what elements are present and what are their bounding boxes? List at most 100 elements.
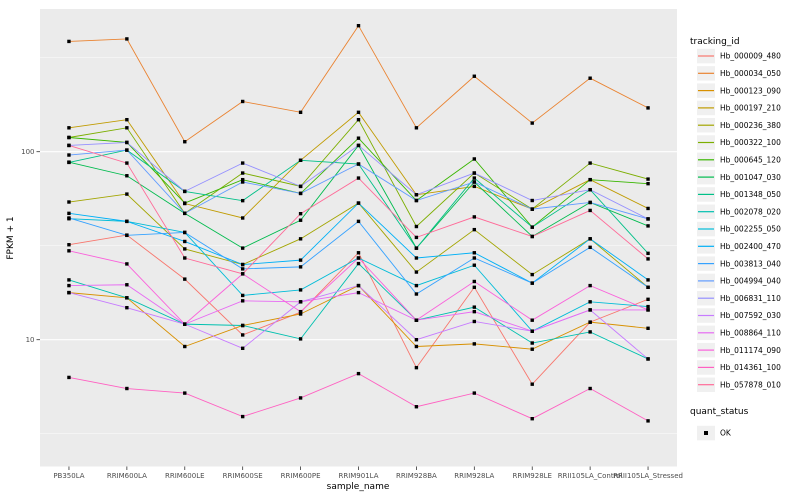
data-point-Hb_008864_110 xyxy=(588,308,592,312)
data-point-Hb_002400_470 xyxy=(67,211,71,216)
data-point-Hb_000009_480 xyxy=(646,297,650,302)
x-tick-label: RRIM928LA xyxy=(454,472,494,480)
data-point-Hb_000236_380 xyxy=(298,237,303,241)
data-point-Hb_003813_040 xyxy=(588,245,592,250)
legend-entry-Hb_002078_020: Hb_002078_020 xyxy=(697,204,781,219)
data-point-Hb_000197_210 xyxy=(356,110,361,115)
x-tick-label: RRIM928BA xyxy=(396,472,437,480)
data-point-Hb_000197_210 xyxy=(646,206,650,211)
data-point-Hb_003813_040 xyxy=(472,256,477,260)
data-point-Hb_000197_210 xyxy=(472,184,477,189)
legend-entry-label: Hb_000009_480 xyxy=(720,52,781,61)
data-point-Hb_000034_050 xyxy=(646,106,650,110)
data-point-Hb_000197_210 xyxy=(67,126,71,130)
legend-entry-Hb_004994_040: Hb_004994_040 xyxy=(697,273,781,289)
data-point-Hb_000009_480 xyxy=(472,285,477,289)
data-point-Hb_057878_010 xyxy=(240,272,245,276)
data-point-Hb_014361_100 xyxy=(472,391,477,395)
data-point-Hb_003813_040 xyxy=(125,233,129,238)
data-point-Hb_011174_090 xyxy=(298,309,303,314)
data-point-Hb_003813_040 xyxy=(414,292,419,296)
data-point-Hb_007592_030 xyxy=(67,290,71,295)
data-point-Hb_006831_110 xyxy=(356,143,361,148)
data-point-Hb_008864_110 xyxy=(298,300,303,304)
data-point-Hb_001348_050 xyxy=(472,176,477,180)
data-point-Hb_001348_050 xyxy=(414,246,419,250)
data-point-Hb_004994_040 xyxy=(67,153,71,157)
data-point-Hb_000645_120 xyxy=(183,201,187,205)
tracking-id-legend-entries: Hb_000009_480 Hb_000034_050 Hb_000123_090 H… xyxy=(697,48,781,392)
data-point-Hb_000009_480 xyxy=(414,365,419,370)
data-point-Hb_000034_050 xyxy=(588,76,592,80)
data-point-Hb_006831_110 xyxy=(125,140,129,145)
data-point-Hb_000123_090 xyxy=(183,344,187,349)
data-point-Hb_000322_100 xyxy=(125,126,129,130)
x-tick-label: RRIM600PE xyxy=(281,472,321,480)
quant-status-label: OK xyxy=(720,429,732,438)
data-point-Hb_002255_050 xyxy=(298,288,303,292)
data-point-Hb_014361_100 xyxy=(240,414,245,419)
data-point-Hb_004994_040 xyxy=(298,191,303,196)
x-axis-title: sample_name xyxy=(327,482,390,492)
legend-entry-Hb_003813_040: Hb_003813_040 xyxy=(697,256,781,271)
y-tick-label: 100 xyxy=(21,148,34,156)
legend-entry-label: Hb_000123_090 xyxy=(720,86,781,95)
legend-entry-label: Hb_000197_210 xyxy=(720,104,781,113)
legend-entry-Hb_011174_090: Hb_011174_090 xyxy=(697,342,781,358)
data-point-Hb_014361_100 xyxy=(125,386,129,391)
data-point-Hb_008864_110 xyxy=(356,290,361,295)
data-point-Hb_002400_470 xyxy=(298,258,303,262)
data-point-Hb_057878_010 xyxy=(125,161,129,165)
legend-entry-Hb_000197_210: Hb_000197_210 xyxy=(697,100,781,116)
legend-entry-Hb_001047_030: Hb_001047_030 xyxy=(697,169,781,185)
data-point-Hb_000034_050 xyxy=(530,121,534,125)
data-point-Hb_000123_090 xyxy=(530,347,534,351)
data-point-Hb_011174_090 xyxy=(530,318,534,322)
data-point-Hb_057878_010 xyxy=(530,234,534,239)
data-point-Hb_000197_210 xyxy=(125,117,129,122)
data-point-Hb_001047_030 xyxy=(298,218,303,222)
x-tick-label: RRIM600LE xyxy=(165,472,205,480)
data-point-Hb_001348_050 xyxy=(298,158,303,163)
data-point-Hb_006831_110 xyxy=(472,171,477,175)
legend-entry-label: Hb_001047_030 xyxy=(720,173,781,182)
legend-entry-Hb_014361_100: Hb_014361_100 xyxy=(697,360,781,375)
data-point-Hb_011174_090 xyxy=(183,322,187,326)
data-point-Hb_008864_110 xyxy=(67,283,71,288)
data-point-Hb_000236_380 xyxy=(183,247,187,251)
data-point-Hb_004994_040 xyxy=(356,162,361,166)
data-point-Hb_002078_020 xyxy=(67,278,71,282)
data-point-Hb_004994_040 xyxy=(472,180,477,184)
data-point-Hb_000009_480 xyxy=(67,243,71,247)
legend-entry-Hb_000322_100: Hb_000322_100 xyxy=(697,135,781,150)
data-point-Hb_006831_110 xyxy=(298,184,303,189)
data-point-Hb_014361_100 xyxy=(414,405,419,409)
legend-entry-label: Hb_002255_050 xyxy=(720,225,781,234)
data-point-Hb_000322_100 xyxy=(356,117,361,122)
data-point-Hb_000009_480 xyxy=(530,382,534,386)
data-point-Hb_000034_050 xyxy=(183,140,187,144)
legend-entry-Hb_000645_120: Hb_000645_120 xyxy=(697,152,781,168)
data-point-Hb_000123_090 xyxy=(588,320,592,324)
quant-status-entry: OK xyxy=(697,425,732,441)
data-point-Hb_001348_050 xyxy=(67,160,71,165)
data-point-Hb_000034_050 xyxy=(472,74,477,78)
data-point-Hb_007592_030 xyxy=(356,283,361,288)
data-point-Hb_004994_040 xyxy=(530,207,534,211)
data-point-Hb_011174_090 xyxy=(646,308,650,312)
data-point-Hb_006831_110 xyxy=(240,161,245,165)
data-point-Hb_000236_380 xyxy=(472,227,477,232)
data-point-Hb_057878_010 xyxy=(67,143,71,148)
data-point-Hb_057878_010 xyxy=(298,211,303,216)
data-point-Hb_057878_010 xyxy=(414,235,419,240)
data-point-Hb_003813_040 xyxy=(67,216,71,220)
data-point-Hb_007592_030 xyxy=(240,346,245,351)
data-point-Hb_000123_090 xyxy=(414,344,419,349)
legend-entry-label: Hb_000645_120 xyxy=(720,156,781,165)
data-point-Hb_000009_480 xyxy=(240,333,245,337)
minor-gridlines xyxy=(40,57,677,434)
data-point-Hb_002400_470 xyxy=(240,262,245,267)
legend-entry-Hb_002255_050: Hb_002255_050 xyxy=(697,221,781,237)
data-point-Hb_007592_030 xyxy=(125,305,129,310)
x-tick-label: RRIM901LA xyxy=(338,472,378,480)
